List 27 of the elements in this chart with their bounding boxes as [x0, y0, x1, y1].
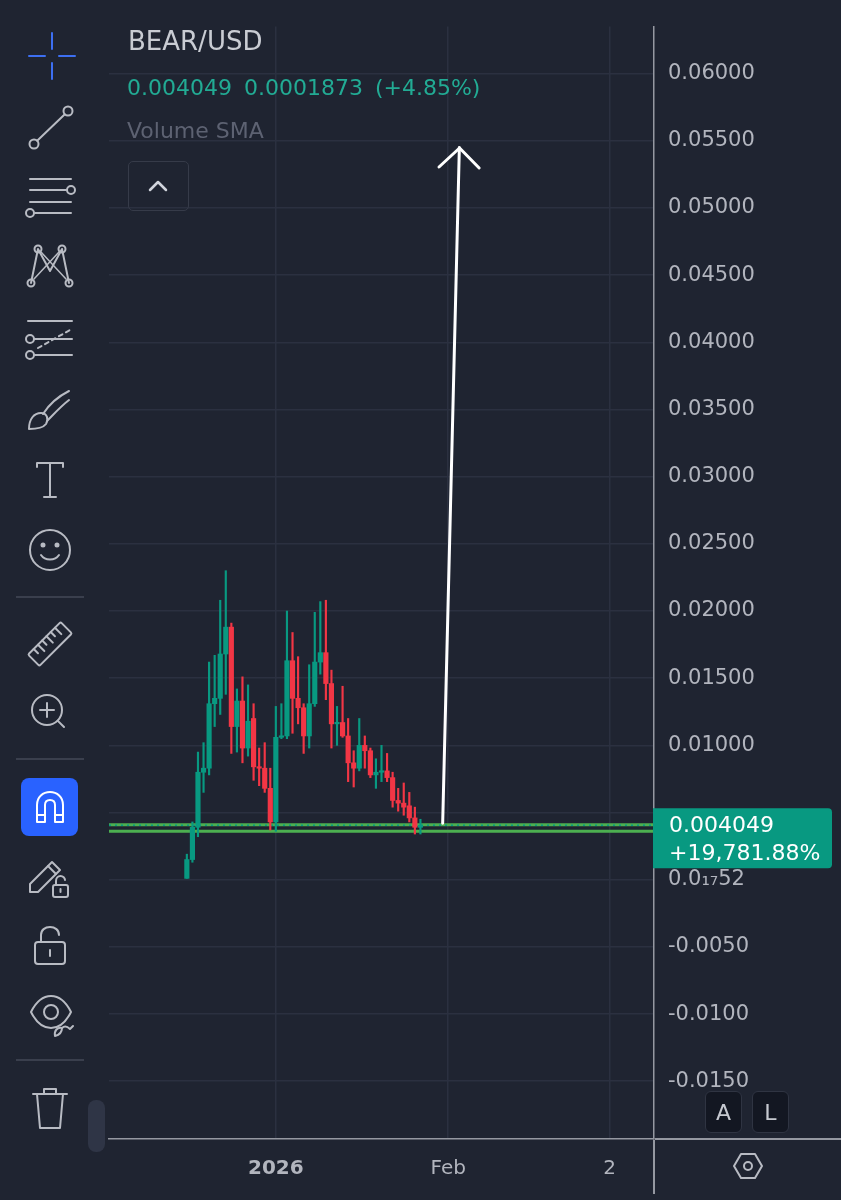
y-tick-label: 0.03000 [668, 463, 755, 488]
y-tick-label: 0.01000 [668, 731, 755, 756]
text: 0.004049 0.0001873 (+4.85%) [127, 74, 481, 102]
x-tick-label: 2 [603, 1155, 616, 1180]
y-tick-label: 0.06000 [668, 60, 755, 85]
y-tick-label: 0.02500 [668, 530, 755, 555]
annotation: Volume SMA [127, 117, 264, 145]
x-tick-label: Feb [430, 1155, 466, 1180]
y-tick-label: -0.0150 [668, 1067, 750, 1092]
candlestick [417, 818, 424, 835]
chart-title: BEAR/USD [128, 25, 263, 57]
y-tick-label: 0.05000 [668, 194, 755, 219]
y-tick-label: 0.02000 [668, 597, 755, 622]
y-tick-label: 0.05500 [668, 127, 755, 152]
x-tick-label: 2026 [248, 1155, 304, 1180]
y-tick-label: 0.04000 [668, 328, 755, 353]
candlestick [339, 685, 346, 738]
y-tick-label: -0.0100 [668, 1000, 750, 1025]
y-tick-label: -0.0050 [668, 933, 750, 958]
y-tick-label: 0.01500 [668, 664, 755, 689]
toggle-button: A [705, 1091, 742, 1133]
y-tick-label: 0.03500 [668, 395, 755, 420]
y-tick-label: 0.0₁₇52 [668, 866, 745, 891]
y-tick-label: 0.04500 [668, 261, 755, 286]
text: +19,781.88% [669, 840, 821, 866]
ref-line-label: 0.004049 [669, 812, 774, 838]
toggle-button: L [752, 1091, 789, 1133]
